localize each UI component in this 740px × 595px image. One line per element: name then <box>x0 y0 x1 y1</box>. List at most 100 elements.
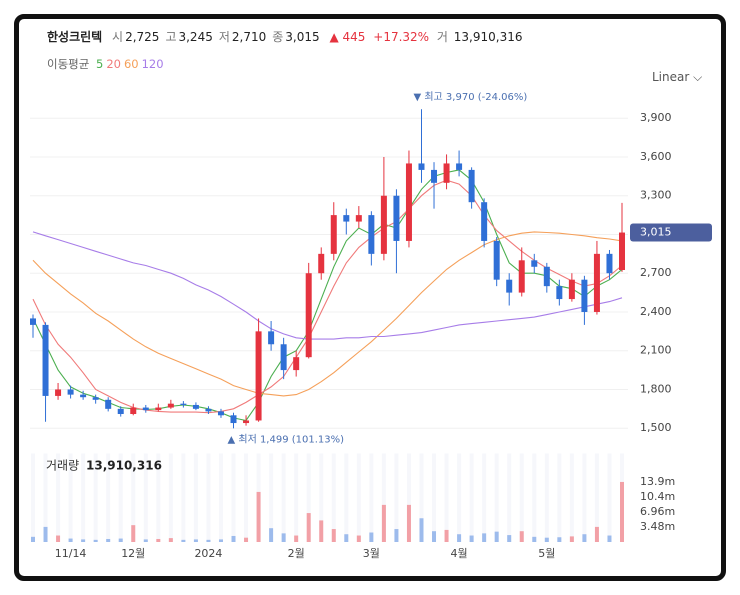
volume-bar <box>81 539 86 542</box>
volume-bar <box>469 535 474 542</box>
volume-stripe <box>607 453 612 542</box>
volume-bar <box>269 528 274 542</box>
x-tick-label: 11/14 <box>55 547 87 560</box>
volume-bar <box>594 526 599 542</box>
change: ▲ 445 <box>329 30 366 44</box>
volume-stripe <box>281 453 286 542</box>
volume-bar <box>168 538 173 542</box>
volume-stripe <box>557 453 562 542</box>
volume-bar <box>544 537 549 542</box>
candle-body <box>92 397 99 400</box>
quote-value: 2,710 <box>231 30 267 44</box>
quote-value: 3,245 <box>178 30 213 44</box>
volume-bar <box>118 538 123 542</box>
ma-legend-item: 120 <box>141 57 164 71</box>
volume-bar <box>519 531 524 542</box>
ma-legend: 이동평균 5 20 60 120 <box>47 56 167 72</box>
ma-line <box>32 169 623 422</box>
volume-stripe <box>294 453 299 542</box>
x-tick-label: 4월 <box>451 547 468 560</box>
volume-stripe <box>594 453 599 542</box>
volume-bar <box>156 538 161 542</box>
candle-body <box>443 163 450 183</box>
volume-bar <box>43 526 48 542</box>
volume-stripe <box>181 453 186 542</box>
y-tick-label: 1,800 <box>640 382 672 395</box>
x-tick-label: 5월 <box>538 547 555 560</box>
candle-body <box>117 408 124 415</box>
volume-bar <box>331 529 336 542</box>
volume-stripe <box>156 453 161 542</box>
volume-stripe <box>507 453 512 542</box>
volume-bar <box>131 525 136 542</box>
candle-body <box>531 260 538 267</box>
candle-body <box>330 215 337 254</box>
quote-label: 시 <box>112 30 124 44</box>
volume-bar <box>419 518 424 542</box>
candle-body <box>343 215 350 222</box>
volume-stripe <box>269 453 274 542</box>
ma-line <box>32 231 623 397</box>
candle-body <box>105 399 112 409</box>
candle-body <box>493 240 500 280</box>
volume-bar <box>93 539 98 542</box>
volume-stripe <box>569 453 574 542</box>
candle-body <box>568 279 575 300</box>
y-tick-label: 3,300 <box>640 189 672 202</box>
quote-value: 2,725 <box>125 30 160 44</box>
candle-body <box>55 389 62 396</box>
candle-body <box>142 407 149 411</box>
volume-total: 13,910,316 <box>86 459 162 473</box>
ma-legend-item: 60 <box>123 57 139 71</box>
volume-stripe <box>193 453 198 542</box>
volume-bar <box>231 535 236 542</box>
ma-legend-item: 20 <box>106 57 121 71</box>
candle-body <box>205 408 212 412</box>
volume-stripe <box>106 453 111 542</box>
volume-stripe <box>394 453 399 542</box>
candle-body <box>167 403 174 408</box>
volume-bar <box>218 539 223 542</box>
candle-body <box>130 407 137 415</box>
candle-body <box>518 260 525 293</box>
candle-body <box>431 169 438 183</box>
volume-bar <box>569 536 574 542</box>
volume-stripe <box>131 453 136 542</box>
candle-body <box>606 253 613 274</box>
volume-bar <box>507 535 512 542</box>
y-tick-label: 1,500 <box>640 421 672 434</box>
volume-bar <box>193 539 198 542</box>
scale-menu[interactable]: Linear ⌵ <box>652 70 703 84</box>
x-tick-label: 12월 <box>121 547 145 560</box>
volume-bar <box>206 539 211 542</box>
volume-stripe <box>68 453 73 542</box>
volume-stripe <box>319 453 324 542</box>
volume-bar <box>356 535 361 542</box>
volume-bar <box>319 520 324 542</box>
candle-body <box>543 266 550 287</box>
candle-body <box>380 195 387 254</box>
volume-title: 거래량 <box>46 459 79 473</box>
ma-legend-item: 5 <box>95 57 104 71</box>
volume-stripe <box>444 453 449 542</box>
ma-line <box>32 179 623 414</box>
change-pct: +17.32% <box>373 30 430 44</box>
volume-stripe <box>344 453 349 542</box>
candle-body <box>268 331 275 345</box>
volume-stripe <box>31 453 35 542</box>
x-tick-label: 2월 <box>288 547 305 560</box>
y-tick-label: 3,600 <box>640 150 672 163</box>
candle-body <box>355 215 362 222</box>
volume-bar <box>432 531 437 542</box>
volume-stripe <box>482 453 487 542</box>
candle-body <box>180 403 187 405</box>
volume-stripe <box>168 453 173 542</box>
x-tick-label: 2024 <box>194 547 222 560</box>
candle-body <box>305 273 312 358</box>
volume-tick-label: 13.9m <box>640 475 675 488</box>
candle-body <box>217 411 224 416</box>
volume-stripe <box>81 453 86 542</box>
volume-bar <box>143 539 148 542</box>
volume-bar <box>344 534 349 542</box>
volume-stripe <box>544 453 549 542</box>
